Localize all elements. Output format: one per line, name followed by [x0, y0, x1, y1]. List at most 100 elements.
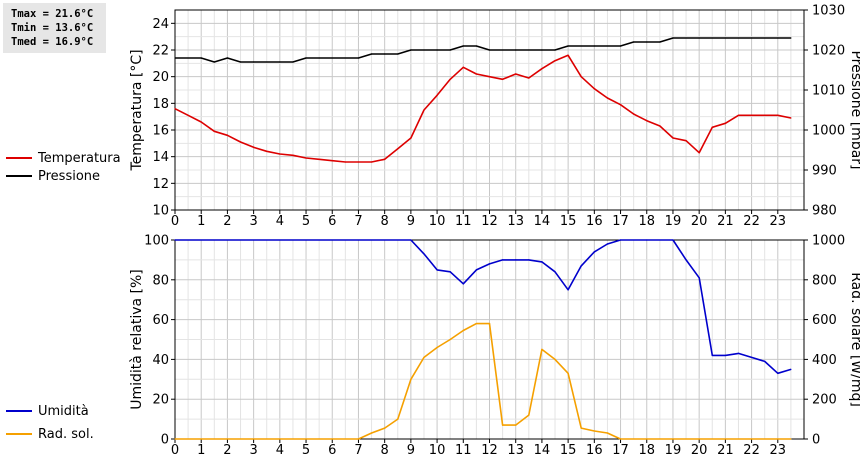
data-point — [410, 137, 412, 139]
y-left-tick-label: 18 — [152, 97, 169, 112]
data-point — [253, 61, 255, 63]
x-tick-label: 12 — [481, 443, 498, 458]
data-point — [200, 57, 202, 59]
legend-label: Umidità — [38, 404, 89, 419]
data-point — [475, 323, 477, 325]
data-point — [371, 161, 373, 163]
x-tick-label: 10 — [429, 214, 446, 229]
data-point — [554, 60, 556, 62]
data-point — [619, 438, 622, 440]
x-tick-label: 1 — [197, 214, 205, 229]
x-tick-label: 12 — [481, 214, 498, 229]
y-right-tick-label: 600 — [812, 313, 837, 328]
data-point — [764, 360, 766, 362]
data-point — [357, 57, 360, 59]
data-point — [646, 41, 648, 43]
x-tick-label: 20 — [691, 214, 708, 229]
data-point — [449, 338, 451, 341]
x-tick-label: 10 — [429, 443, 446, 458]
x-tick-label: 23 — [770, 443, 787, 458]
data-point — [502, 424, 504, 426]
y-left-tick-label: 10 — [152, 204, 169, 219]
data-point — [239, 141, 242, 143]
y-left-axis-label: Temperatura [°C] — [129, 49, 145, 171]
data-point — [436, 269, 438, 271]
x-tick-label: 15 — [560, 443, 577, 458]
data-point — [541, 49, 543, 51]
data-point — [619, 45, 622, 47]
data-point — [646, 120, 648, 122]
y-left-tick-label: 40 — [152, 353, 169, 368]
y-right-tick-label: 400 — [812, 353, 837, 368]
data-point — [646, 239, 648, 241]
data-point — [685, 259, 687, 261]
data-point — [593, 88, 595, 90]
y-right-tick-label: 0 — [812, 433, 820, 448]
data-point — [672, 37, 674, 39]
data-point — [672, 137, 674, 139]
data-point — [659, 41, 661, 43]
data-point — [475, 269, 477, 271]
x-tick-label: 6 — [328, 214, 336, 229]
data-point — [475, 45, 477, 47]
x-tick-label: 16 — [586, 214, 603, 229]
y-right-tick-label: 980 — [812, 204, 837, 219]
data-point — [397, 53, 399, 55]
x-tick-label: 16 — [586, 443, 603, 458]
x-tick-label: 13 — [507, 443, 524, 458]
data-point — [384, 53, 386, 55]
y-right-tick-label: 200 — [812, 393, 837, 408]
data-point — [502, 78, 504, 80]
data-point — [593, 251, 595, 253]
data-point — [567, 372, 569, 374]
y-left-tick-label: 80 — [152, 273, 169, 288]
data-point — [541, 68, 543, 70]
x-tick-label: 7 — [354, 443, 362, 458]
y-right-tick-label: 990 — [812, 164, 837, 179]
x-tick-label: 21 — [717, 443, 734, 458]
x-tick-label: 3 — [249, 214, 257, 229]
data-point — [724, 354, 727, 356]
tmax-text: Tmax = 21.6°C — [11, 8, 94, 20]
stats-box: Tmax = 21.6°C Tmin = 13.6°C Tmed = 16.9°… — [3, 3, 106, 53]
data-point — [475, 73, 477, 75]
x-tick-label: 14 — [534, 443, 551, 458]
data-point — [790, 368, 792, 370]
data-point — [672, 239, 674, 241]
data-point — [384, 427, 386, 429]
data-point — [606, 243, 609, 245]
data-point — [318, 158, 320, 160]
data-point — [554, 271, 556, 273]
y-left-tick-label: 100 — [144, 234, 169, 249]
tmed-text: Tmed = 16.9°C — [11, 36, 94, 48]
data-point — [357, 438, 360, 440]
y-left-axis-label: Umidità relativa [%] — [129, 269, 145, 410]
data-point — [226, 57, 228, 59]
data-point — [449, 271, 451, 273]
data-point — [777, 114, 779, 116]
series-line-temperatura — [174, 54, 792, 163]
data-point — [764, 114, 766, 116]
data-point — [449, 78, 451, 80]
data-point — [777, 372, 779, 374]
data-point — [266, 150, 268, 152]
y-right-axis-label: Rad. solare [W/mq] — [848, 272, 860, 407]
data-point — [436, 49, 438, 51]
x-tick-label: 18 — [638, 443, 655, 458]
x-tick-label: 19 — [665, 214, 682, 229]
data-point — [449, 49, 451, 51]
data-point — [528, 414, 530, 416]
data-point — [737, 114, 740, 116]
x-tick-label: 11 — [455, 214, 472, 229]
data-point — [371, 53, 373, 55]
data-point — [541, 348, 543, 350]
data-point — [711, 354, 713, 356]
data-point — [790, 438, 792, 440]
data-point — [462, 45, 464, 47]
y-right-tick-label: 1030 — [812, 4, 845, 19]
data-point — [488, 263, 491, 265]
data-point — [593, 45, 595, 47]
y-left-tick-label: 16 — [152, 124, 169, 139]
x-tick-label: 5 — [302, 443, 310, 458]
data-point — [619, 239, 622, 241]
